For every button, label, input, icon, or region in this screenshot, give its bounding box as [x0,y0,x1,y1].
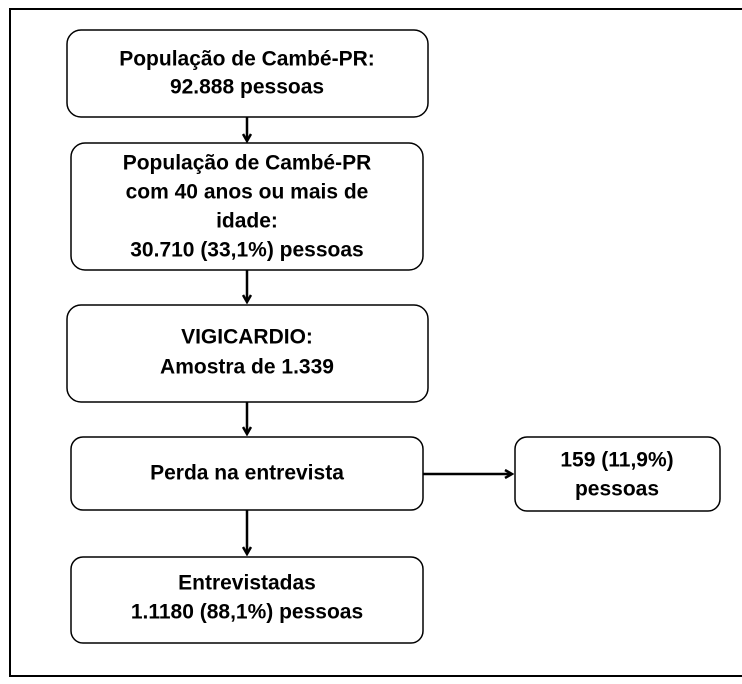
node-box [66,304,429,403]
node-box [66,29,429,118]
node-text: 30.710 (33,1%) pessoas [130,239,363,262]
node-box [514,436,721,512]
node-box [70,556,424,644]
node-text: População de Cambé-PR: [119,48,375,71]
node-text: 1.1180 (88,1%) pessoas [131,601,363,624]
node-text: com 40 anos ou mais de [126,181,369,204]
node-text: Amostra de 1.339 [160,356,334,379]
node-text: Entrevistadas [178,572,316,595]
frame [9,8,742,677]
node-text: 92.888 pessoas [170,76,324,99]
node-text: idade: [216,210,278,233]
node-text: VIGICARDIO: [181,326,313,349]
node-text: População de Cambé-PR [123,152,372,175]
node-text: pessoas [575,478,659,501]
node-text: Perda na entrevista [150,462,344,485]
node-text: 159 (11,9%) [560,449,673,472]
